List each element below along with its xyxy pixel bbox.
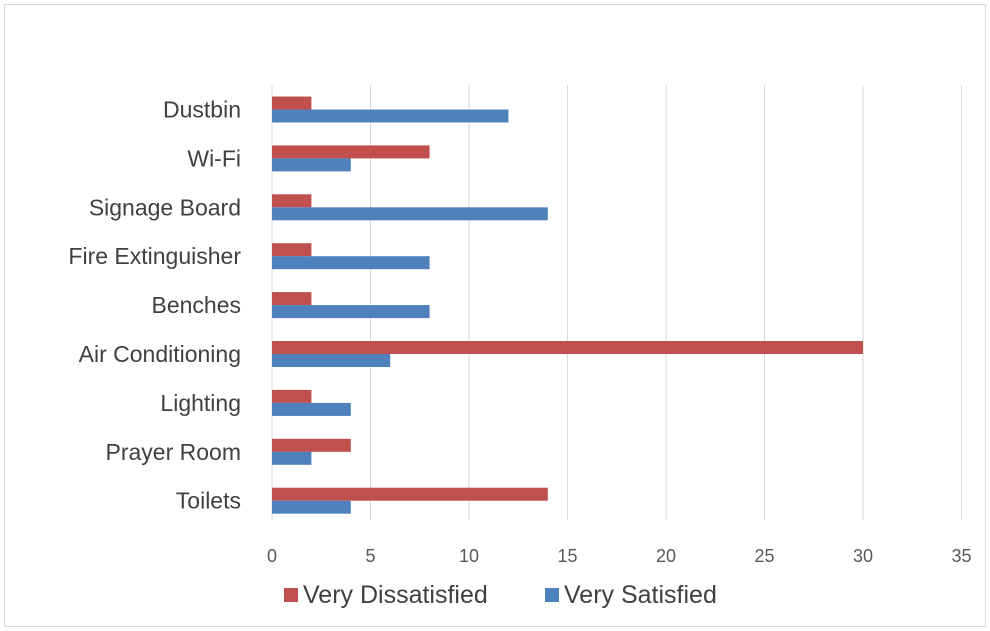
x-tick-label-35: 35 (951, 546, 971, 566)
bar-dustbin-very-satisfied (272, 109, 509, 123)
category-label: Dustbin (163, 97, 241, 123)
bar-signage-board-very-satisfied (272, 207, 548, 221)
x-tick-labels: 0 5 10 15 20 25 30 35 (267, 546, 972, 566)
bar-fire-extinguisher-very-satisfied (272, 256, 430, 270)
bar-wi-fi-very-satisfied (272, 158, 351, 172)
bar-benches-very-satisfied (272, 305, 430, 319)
bar-air-conditioning-very-dissatisfied (272, 341, 863, 354)
bar-toilets-very-satisfied (272, 500, 351, 514)
category-label: Air Conditioning (79, 341, 241, 367)
category-label: Toilets (176, 488, 241, 514)
legend-swatch-very-satisfied (545, 588, 559, 602)
category-label: Lighting (160, 390, 241, 416)
bar-benches-very-dissatisfied (272, 292, 312, 306)
bar-lighting-very-satisfied (272, 402, 351, 416)
bar-signage-board-very-dissatisfied (272, 194, 312, 208)
category-label: Prayer Room (106, 439, 241, 465)
bar-lighting-very-dissatisfied (272, 389, 312, 403)
legend-swatch-very-dissatisfied (284, 588, 298, 602)
x-tick-label-15: 15 (557, 546, 577, 566)
category-label: Benches (151, 292, 241, 318)
category-label: Signage Board (89, 194, 241, 220)
x-tick-label-0: 0 (267, 546, 277, 566)
bar-prayer-room-very-dissatisfied (272, 438, 351, 452)
legend: Very Dissatisfied Very Satisfied (284, 581, 717, 609)
category-labels: Dustbin Wi-Fi Signage Board Fire Extinguish… (68, 97, 241, 514)
bar-toilets-very-dissatisfied (272, 487, 548, 501)
bar-dustbin-very-dissatisfied (272, 96, 312, 110)
bar-air-conditioning-very-satisfied (272, 354, 391, 367)
x-tick-label-10: 10 (459, 546, 479, 566)
category-label: Fire Extinguisher (68, 243, 241, 269)
bar-prayer-room-very-satisfied (272, 451, 312, 465)
bars (272, 96, 863, 514)
category-label: Wi-Fi (187, 145, 241, 171)
x-tick-label-30: 30 (853, 546, 873, 566)
x-tick-label-20: 20 (656, 546, 676, 566)
bar-wi-fi-very-dissatisfied (272, 145, 430, 159)
legend-label-very-dissatisfied: Very Dissatisfied (303, 581, 488, 609)
x-tick-label-5: 5 (365, 546, 375, 566)
chart-frame (4, 4, 986, 627)
legend-label-very-satisfied: Very Satisfied (564, 581, 717, 609)
bar-fire-extinguisher-very-dissatisfied (272, 243, 312, 257)
x-tick-label-25: 25 (754, 546, 774, 566)
